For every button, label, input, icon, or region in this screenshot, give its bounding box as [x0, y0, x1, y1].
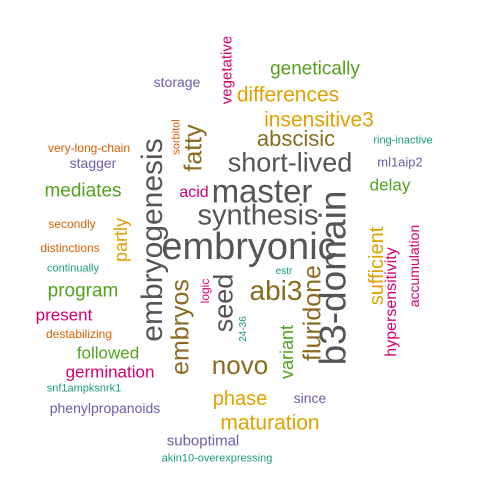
word-acid: acid	[179, 184, 209, 201]
word-insensitive3: insensitive3	[264, 108, 374, 132]
word-ml1aip2: ml1aip2	[377, 154, 423, 170]
word-followed: followed	[76, 343, 140, 363]
word-mediates: mediates	[44, 180, 122, 202]
word-embryogenesis: embryogenesis	[136, 138, 169, 342]
word-sorbitol: sorbitol	[170, 119, 183, 155]
word-akin10-overexpressing: akin10-overexpressing	[161, 452, 273, 465]
word-secondly: secondly	[48, 217, 96, 231]
word-snf1ampksnrk1: snf1ampksnrk1	[46, 382, 122, 395]
word-estr: estr	[275, 266, 293, 277]
word-storage: storage	[153, 74, 201, 90]
word-accumulation: accumulation	[406, 224, 422, 308]
word-24-36: 24-36	[238, 316, 249, 342]
word-fluridone: fluridone	[298, 265, 327, 361]
word-synthesis: synthesis	[197, 199, 319, 232]
word-suboptimal: suboptimal	[166, 432, 240, 450]
word-phenylpropanoids: phenylpropanoids	[49, 400, 161, 416]
word-fatty: fatty	[179, 124, 208, 172]
word-embryos: embryos	[166, 279, 195, 375]
word-maturation: maturation	[220, 411, 320, 435]
word-embryonic: embryonic	[161, 226, 337, 268]
word-short-lived: short-lived	[227, 147, 353, 178]
word-distinctions: distinctions	[40, 241, 100, 255]
word-partly: partly	[111, 217, 131, 263]
word-destabilizing: destabilizing	[45, 327, 113, 341]
word-stagger: stagger	[69, 155, 117, 171]
word-very-long-chain: very-long-chain	[47, 141, 131, 155]
word-germination: germination	[65, 362, 155, 382]
word-seed: seed	[208, 273, 239, 333]
word-phase: phase	[212, 388, 268, 410]
word-genetically: genetically	[270, 58, 360, 80]
word-vegetative: vegetative	[218, 35, 236, 105]
word-present: present	[35, 305, 93, 325]
word-continually: continually	[47, 262, 99, 275]
word-logic: logic	[198, 278, 212, 304]
word-delay: delay	[369, 175, 411, 195]
word-program: program	[47, 280, 119, 302]
word-hypersensitivity: hypersensitivity	[383, 247, 400, 357]
word-novo: novo	[211, 350, 269, 380]
word-master: master	[211, 172, 313, 210]
word-abscisic: abscisic	[256, 126, 336, 151]
word-abi3: abi3	[249, 275, 303, 306]
word-since: since	[293, 390, 327, 406]
word-variant: variant	[277, 324, 297, 380]
word-differences: differences	[236, 83, 340, 107]
word-ring-inactive: ring-inactive	[373, 134, 433, 147]
